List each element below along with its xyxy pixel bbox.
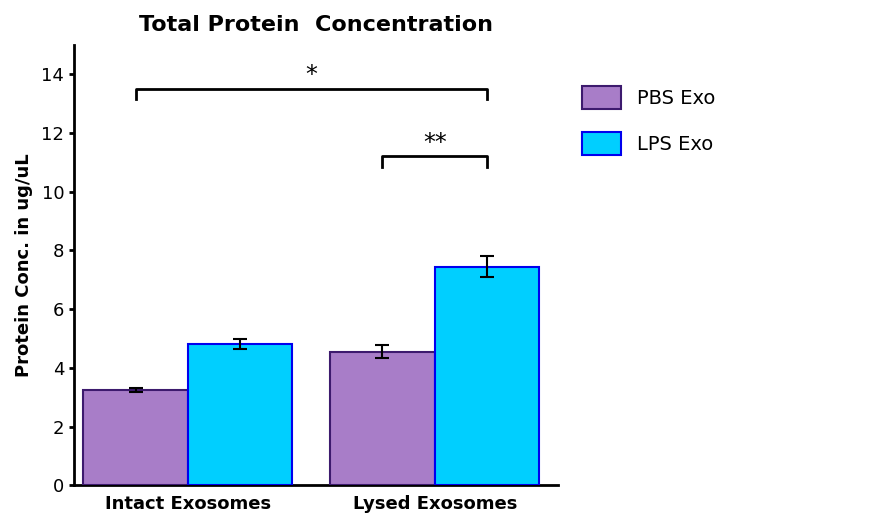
Bar	[83, 390, 188, 485]
Title: Total Protein  Concentration: Total Protein Concentration	[139, 15, 493, 35]
Y-axis label: Protein Conc. in ug/uL: Protein Conc. in ug/uL	[15, 153, 33, 377]
Bar	[188, 344, 292, 485]
Text: **: **	[423, 131, 447, 155]
Text: *: *	[306, 63, 317, 88]
Bar	[434, 267, 539, 485]
Legend: PBS Exo, LPS Exo: PBS Exo, LPS Exo	[573, 77, 725, 164]
Bar	[330, 352, 434, 485]
